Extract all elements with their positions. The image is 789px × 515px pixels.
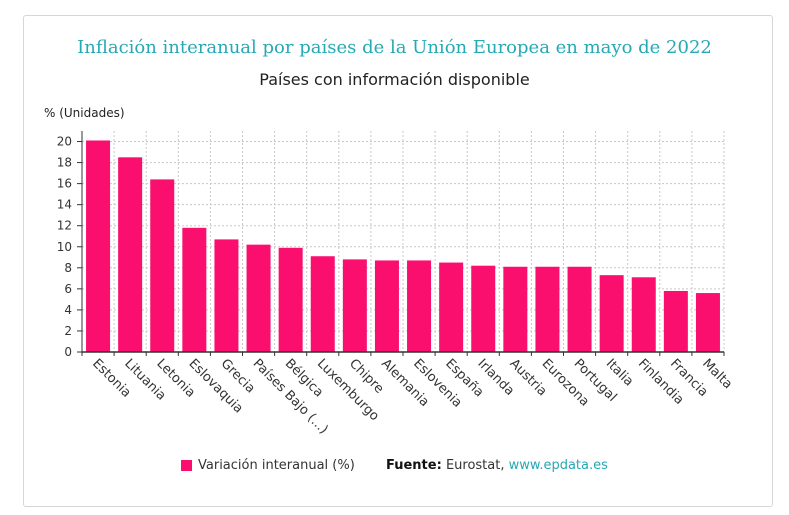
y-tick-label: 14 (57, 198, 72, 212)
bar (503, 266, 528, 352)
bar (439, 262, 464, 352)
y-tick-label: 18 (57, 156, 72, 170)
source: Fuente: Eurostat, www.epdata.es (386, 458, 608, 473)
y-tick-label: 20 (57, 135, 72, 149)
bar (118, 157, 143, 352)
y-tick-label: 6 (64, 282, 72, 296)
source-label: Fuente: (386, 458, 442, 473)
bar (663, 290, 688, 352)
y-tick-label: 8 (64, 261, 72, 275)
bar (86, 140, 111, 352)
bar (278, 247, 303, 352)
bar (471, 265, 496, 352)
y-axis-label: % (Unidades) (44, 106, 125, 120)
y-tick-label: 4 (64, 303, 72, 317)
bar (535, 266, 560, 352)
y-tick-label: 10 (57, 240, 72, 254)
legend-label: Variación interanual (%) (198, 458, 355, 473)
bar (374, 260, 399, 352)
bar (695, 293, 720, 352)
y-tick-label: 2 (64, 324, 72, 338)
bar (407, 260, 432, 352)
chart-subtitle: Países con información disponible (259, 70, 530, 89)
bar (342, 259, 367, 352)
chart-title: Inflación interanual por países de la Un… (77, 37, 712, 58)
bar (631, 277, 656, 352)
bar (214, 239, 239, 352)
y-tick-label: 12 (57, 219, 72, 233)
bar (567, 266, 592, 352)
bar (182, 227, 207, 352)
bar (150, 179, 175, 352)
bar (246, 244, 271, 352)
bar (310, 256, 335, 352)
source-text: Eurostat, (445, 458, 505, 473)
legend-swatch (181, 460, 192, 471)
chart-footer: Variación interanual (%) Fuente: Eurosta… (0, 458, 789, 478)
y-tick-label: 0 (64, 345, 72, 359)
y-tick-label: 16 (57, 177, 72, 191)
source-link[interactable]: www.epdata.es (508, 458, 608, 473)
legend[interactable]: Variación interanual (%) (181, 458, 355, 473)
bar (599, 275, 624, 352)
